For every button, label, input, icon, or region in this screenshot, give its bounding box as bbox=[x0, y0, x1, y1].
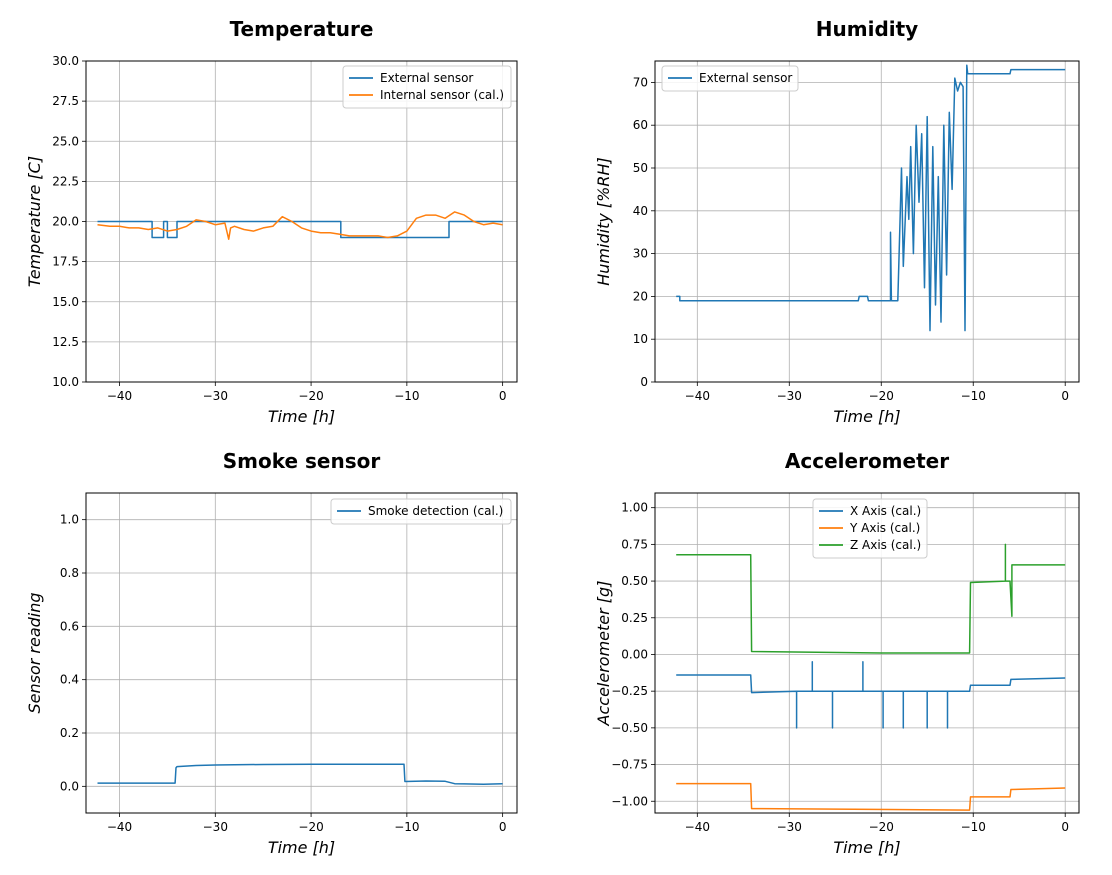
accelerometer-chart: −40 −30 −20 −10 0 −1.00 −0.75 −0.50 −0.25 0.00 0.2… bbox=[594, 449, 1080, 857]
legend: External sensor Internal sensor (cal.) bbox=[342, 65, 512, 109]
x-tick-label: 0 bbox=[1061, 389, 1069, 403]
y-tick-label: −1.00 bbox=[611, 794, 648, 808]
x-tick-label: −40 bbox=[685, 389, 710, 403]
legend-label: Y Axis (cal.) bbox=[849, 521, 920, 535]
legend-label: Internal sensor (cal.) bbox=[380, 88, 504, 102]
x-axis-label: Time [h] bbox=[833, 407, 900, 426]
chart-title: Accelerometer bbox=[785, 449, 949, 473]
temperature-chart: −40 −30 −20 −10 0 10.0 12.5 15.0 17.5 20.0 22.5 25.… bbox=[25, 17, 518, 426]
x-axis-label: Time [h] bbox=[833, 838, 900, 857]
x-tick-label: 0 bbox=[499, 389, 507, 403]
y-tick-label: 30 bbox=[633, 247, 648, 261]
x-tick-label: −30 bbox=[203, 389, 228, 403]
y-tick-label: 27.5 bbox=[52, 94, 79, 108]
y-tick-label: 30.0 bbox=[52, 54, 79, 68]
y-tick-label: 1.00 bbox=[621, 501, 648, 515]
y-axis-label: Humidity [%RH] bbox=[594, 157, 613, 285]
plot-frame bbox=[654, 60, 1080, 383]
y-tick-label: 25.0 bbox=[52, 134, 79, 148]
humidity-chart: −40 −30 −20 −10 0 0 10 20 30 40 50 60 70 Humidity Time… bbox=[594, 17, 1080, 426]
x-tick-label: −10 bbox=[961, 820, 986, 834]
x-axis-label: Time [h] bbox=[268, 407, 335, 426]
series-line-1 bbox=[676, 64, 1066, 332]
chart-title: Temperature bbox=[230, 17, 374, 41]
legend: Smoke detection (cal.) bbox=[330, 498, 512, 525]
y-tick-label: 0.0 bbox=[60, 779, 79, 793]
x-tick-label: −20 bbox=[298, 389, 323, 403]
x-tick-label: −10 bbox=[961, 389, 986, 403]
y-tick-label: 0.6 bbox=[60, 619, 79, 633]
y-tick-label: 10.0 bbox=[52, 375, 79, 389]
y-axis-label: Temperature [C] bbox=[25, 156, 44, 287]
y-tick-label: 0.8 bbox=[60, 566, 79, 580]
y-tick-label: 1.0 bbox=[60, 513, 79, 527]
y-tick-label: 0.00 bbox=[621, 647, 648, 661]
y-axis-label: Sensor reading bbox=[25, 592, 44, 713]
smoke-chart: −40 −30 −20 −10 0 0.0 0.2 0.4 0.6 0.8 1.0 Smoke sen… bbox=[25, 449, 518, 857]
y-tick-label: 40 bbox=[633, 204, 648, 218]
y-tick-label: 12.5 bbox=[52, 335, 79, 349]
x-tick-label: −40 bbox=[107, 820, 132, 834]
y-tick-label: 10 bbox=[633, 332, 648, 346]
y-tick-label: 70 bbox=[633, 75, 648, 89]
plot-frame bbox=[654, 492, 1080, 814]
y-tick-label: 15.0 bbox=[52, 295, 79, 309]
legend-box bbox=[330, 498, 512, 525]
x-tick-label: −30 bbox=[777, 389, 802, 403]
legend-box bbox=[661, 65, 799, 92]
x-tick-label: −40 bbox=[107, 389, 132, 403]
y-tick-label: 0 bbox=[640, 375, 648, 389]
y-tick-label: 0.50 bbox=[621, 574, 648, 588]
x-tick-label: −30 bbox=[777, 820, 802, 834]
series-line-2 bbox=[676, 782, 1066, 811]
chart-title: Humidity bbox=[816, 17, 918, 41]
series-line-2 bbox=[97, 211, 503, 240]
legend-box bbox=[812, 498, 928, 559]
x-tick-label: −30 bbox=[203, 820, 228, 834]
y-tick-label: −0.75 bbox=[611, 758, 648, 772]
legend-label: Z Axis (cal.) bbox=[850, 538, 921, 552]
legend: X Axis (cal.) Y Axis (cal.) Z Axis (cal.) bbox=[812, 498, 928, 559]
legend-label: External sensor bbox=[699, 71, 792, 85]
series-line-1 bbox=[97, 763, 503, 785]
y-tick-label: 0.4 bbox=[60, 673, 79, 687]
y-tick-label: 20 bbox=[633, 289, 648, 303]
x-tick-label: −40 bbox=[685, 820, 710, 834]
legend-label: X Axis (cal.) bbox=[850, 504, 921, 518]
x-tick-label: −20 bbox=[869, 820, 894, 834]
series-line-1 bbox=[97, 220, 503, 239]
x-tick-label: −20 bbox=[869, 389, 894, 403]
y-tick-label: 17.5 bbox=[52, 255, 79, 269]
y-tick-label: 0.2 bbox=[60, 726, 79, 740]
y-tick-label: 0.25 bbox=[621, 611, 648, 625]
y-tick-label: 22.5 bbox=[52, 174, 79, 188]
legend: External sensor bbox=[661, 65, 799, 92]
plot-frame bbox=[85, 492, 518, 814]
series-line-1 bbox=[676, 661, 1066, 729]
legend-label: Smoke detection (cal.) bbox=[368, 504, 503, 518]
y-tick-label: 20.0 bbox=[52, 215, 79, 229]
chart-title: Smoke sensor bbox=[223, 449, 381, 473]
y-axis-label: Accelerometer [g] bbox=[594, 581, 613, 727]
x-axis-label: Time [h] bbox=[268, 838, 335, 857]
x-tick-label: −10 bbox=[394, 820, 419, 834]
y-tick-label: 0.75 bbox=[621, 537, 648, 551]
legend-label: External sensor bbox=[380, 71, 473, 85]
x-tick-label: −20 bbox=[298, 820, 323, 834]
x-tick-label: 0 bbox=[499, 820, 507, 834]
y-tick-label: −0.50 bbox=[611, 721, 648, 735]
x-tick-label: −10 bbox=[394, 389, 419, 403]
series-line-3 bbox=[676, 543, 1066, 654]
y-tick-label: −0.25 bbox=[611, 684, 648, 698]
legend-box bbox=[342, 65, 512, 109]
y-tick-label: 50 bbox=[633, 161, 648, 175]
x-tick-label: 0 bbox=[1061, 820, 1069, 834]
y-tick-label: 60 bbox=[633, 118, 648, 132]
